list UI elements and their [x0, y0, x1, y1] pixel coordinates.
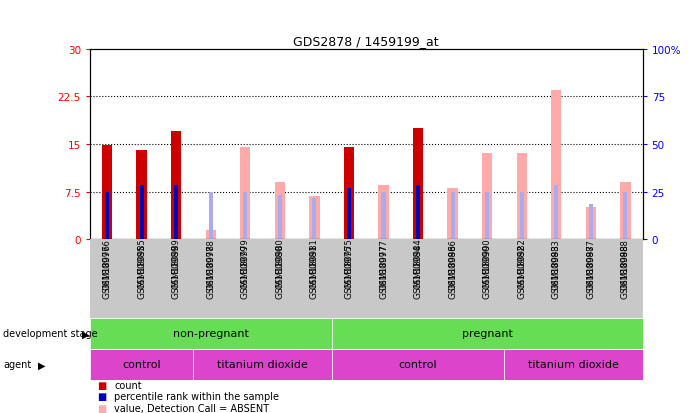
- Bar: [551, 91, 561, 240]
- Bar: [206, 230, 216, 240]
- Text: GSM180989: GSM180989: [171, 244, 181, 298]
- Bar: [240, 148, 250, 240]
- Bar: [136, 150, 146, 240]
- Text: pregnant: pregnant: [462, 328, 513, 339]
- Bar: [332, 349, 504, 380]
- Bar: [381, 192, 386, 240]
- Bar: [278, 195, 282, 240]
- Text: GSM180988: GSM180988: [621, 244, 630, 298]
- Title: GDS2878 / 1459199_at: GDS2878 / 1459199_at: [294, 36, 439, 48]
- Bar: [554, 186, 558, 240]
- Text: non-pregnant: non-pregnant: [173, 328, 249, 339]
- Text: control: control: [122, 359, 161, 370]
- Text: titanium dioxide: titanium dioxide: [528, 359, 619, 370]
- Bar: [312, 198, 316, 240]
- Bar: [451, 192, 455, 240]
- Bar: [309, 197, 319, 240]
- Bar: [274, 183, 285, 240]
- Bar: [416, 186, 420, 240]
- Text: ■: ■: [97, 403, 106, 413]
- Text: agent: agent: [3, 359, 32, 370]
- Text: count: count: [114, 380, 142, 390]
- Text: GSM180990: GSM180990: [482, 244, 492, 298]
- Bar: [90, 349, 193, 380]
- Text: value, Detection Call = ABSENT: value, Detection Call = ABSENT: [114, 403, 269, 413]
- Bar: [621, 183, 630, 240]
- Bar: [347, 189, 351, 240]
- Text: GSM180986: GSM180986: [448, 244, 457, 298]
- Bar: [413, 129, 423, 240]
- Bar: [209, 192, 213, 240]
- Text: GSM180983: GSM180983: [551, 244, 561, 298]
- Bar: [516, 154, 527, 240]
- Bar: [332, 318, 643, 349]
- Text: GSM180980: GSM180980: [275, 244, 285, 298]
- Text: titanium dioxide: titanium dioxide: [217, 359, 308, 370]
- Text: control: control: [399, 359, 437, 370]
- Bar: [485, 192, 489, 240]
- Bar: [447, 189, 457, 240]
- Bar: [243, 192, 247, 240]
- Bar: [193, 349, 332, 380]
- Text: development stage: development stage: [3, 328, 98, 339]
- Text: GSM180987: GSM180987: [586, 244, 596, 298]
- Text: ■: ■: [97, 380, 106, 390]
- Text: GSM180985: GSM180985: [137, 244, 146, 298]
- Text: GSM180977: GSM180977: [379, 244, 388, 298]
- Text: GSM180978: GSM180978: [206, 244, 216, 298]
- Text: GSM180984: GSM180984: [413, 244, 423, 298]
- Text: GSM180981: GSM180981: [310, 244, 319, 298]
- Bar: [90, 318, 332, 349]
- Bar: [585, 208, 596, 240]
- Bar: [482, 154, 492, 240]
- Bar: [589, 205, 593, 240]
- Bar: [520, 192, 524, 240]
- Text: GSM180975: GSM180975: [344, 244, 354, 298]
- Text: percentile rank within the sample: percentile rank within the sample: [114, 392, 279, 401]
- Bar: [140, 186, 144, 240]
- Text: ■: ■: [97, 392, 106, 401]
- Text: GSM180982: GSM180982: [517, 244, 527, 298]
- Bar: [504, 349, 643, 380]
- Bar: [105, 192, 109, 240]
- Bar: [623, 192, 627, 240]
- Bar: [171, 132, 181, 240]
- Bar: [174, 186, 178, 240]
- Bar: [343, 148, 354, 240]
- Bar: [102, 146, 112, 240]
- Text: ▶: ▶: [82, 328, 89, 339]
- Bar: [379, 186, 388, 240]
- Text: GSM180976: GSM180976: [102, 244, 112, 298]
- Text: ▶: ▶: [38, 359, 46, 370]
- Text: GSM180979: GSM180979: [240, 244, 250, 298]
